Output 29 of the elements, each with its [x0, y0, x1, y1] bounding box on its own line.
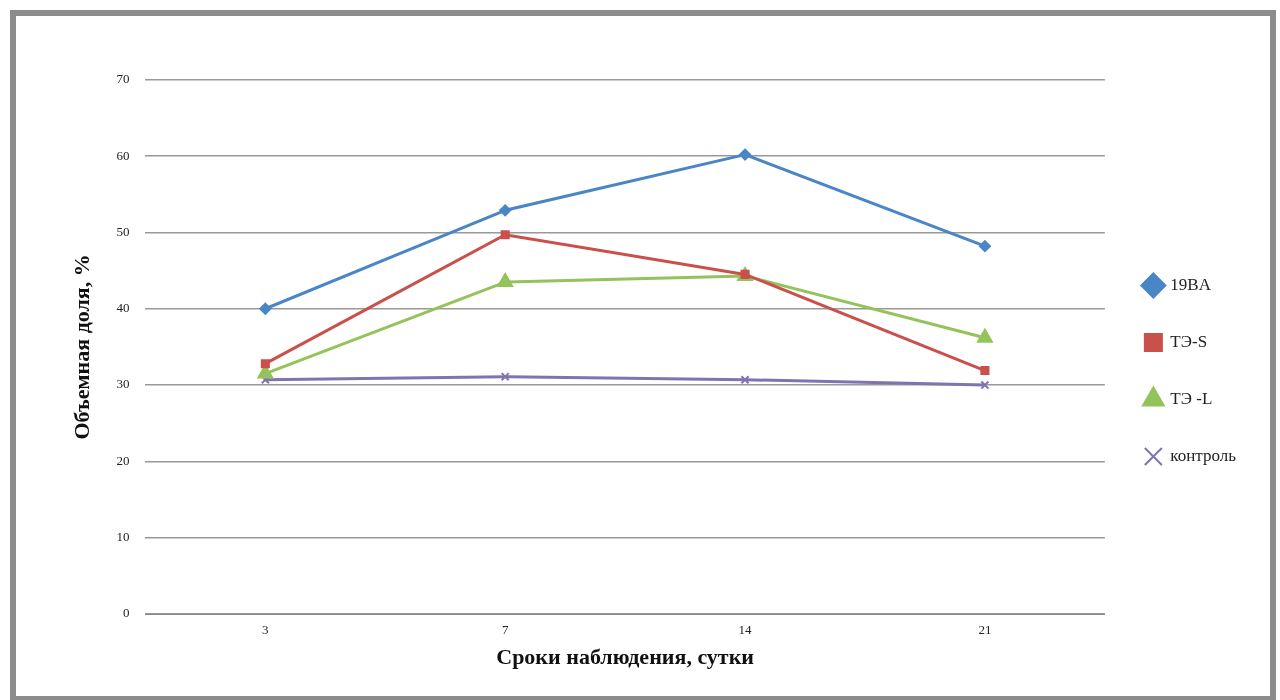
- x-tick-label: 14: [738, 622, 753, 638]
- y-tick-label: 10: [116, 529, 130, 545]
- legend-label: контроль: [1170, 445, 1237, 465]
- x-axis-title: Сроки наблюдения, сутки: [496, 644, 755, 670]
- point: [500, 372, 510, 382]
- y-tick-label: 60: [116, 147, 130, 163]
- point: [260, 359, 270, 369]
- y-tick-label: 40: [116, 300, 130, 316]
- y-tick-label: 30: [116, 376, 130, 392]
- point: [499, 204, 512, 217]
- point: [500, 230, 510, 240]
- point: [980, 366, 990, 376]
- y-tick-label: 50: [116, 223, 130, 239]
- y-axis-title: Объемная доля, %: [68, 254, 94, 440]
- point: [739, 148, 752, 161]
- legend-label: ТЭ-S: [1170, 331, 1208, 351]
- y-tick-label: 70: [116, 71, 130, 87]
- x-tick-label: 7: [501, 622, 509, 638]
- legend-label: 19BA: [1170, 274, 1212, 294]
- y-tick-label: 0: [122, 605, 130, 621]
- point: [259, 302, 272, 315]
- x-tick-label: 3: [262, 622, 269, 638]
- point: [497, 273, 514, 288]
- legend-label: ТЭ -L: [1170, 388, 1213, 408]
- point: [978, 240, 991, 253]
- y-tick-label: 20: [116, 452, 130, 468]
- point: [740, 375, 750, 385]
- x-tick-label: 21: [978, 622, 992, 638]
- point: [980, 380, 990, 390]
